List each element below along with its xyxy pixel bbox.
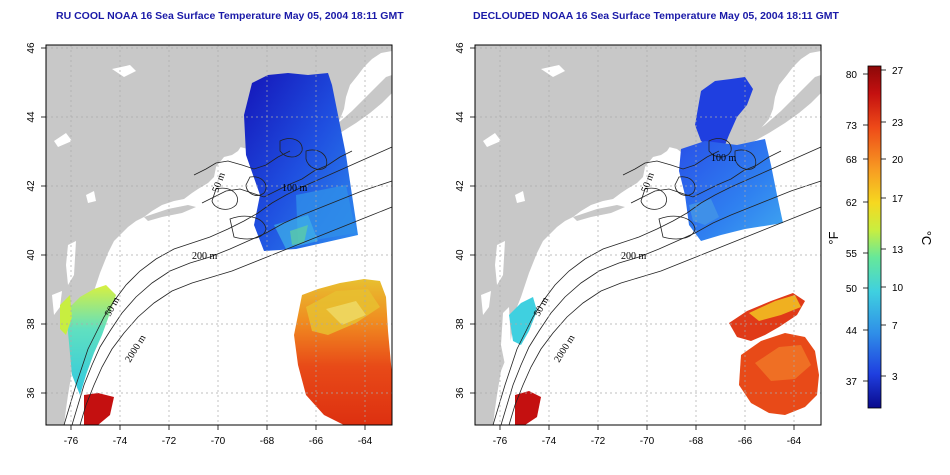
left-y-tick-label: 46 (26, 42, 37, 54)
colorbar-f-tick: 73 (846, 121, 858, 132)
right-y-tick-label: 36 (455, 387, 466, 399)
colorbar-c-tick: 3 (892, 372, 898, 383)
left-x-tick-label: -76 (64, 436, 79, 447)
left-y-tick-label: 44 (26, 111, 37, 123)
right-y-tick-label: 42 (455, 180, 466, 192)
left-x-tick-label: -72 (162, 436, 177, 447)
right-x-tick-label: -70 (640, 436, 655, 447)
right-nearshore (509, 297, 537, 345)
left-y-tick-label: 36 (26, 387, 37, 399)
colorbar-fahrenheit-label: °F (826, 231, 841, 244)
left-x-axis: -76 -74 -72 -70 -68 -66 -64 (64, 425, 373, 447)
colorbar-f-tick: 44 (846, 326, 858, 337)
left-y-tick-label: 40 (26, 249, 37, 261)
left-x-tick-label: -66 (309, 436, 324, 447)
colorbar-f-tick: 62 (846, 198, 858, 209)
right-x-tick-label: -76 (493, 436, 508, 447)
right-x-tick-label: -74 (542, 436, 557, 447)
right-map-title: DECLOUDED NOAA 16 Sea Surface Temperatur… (473, 10, 839, 22)
right-map-frame (474, 44, 822, 426)
right-cold-swath-north (695, 77, 753, 149)
colorbar-c-tick: 27 (892, 66, 904, 77)
right-y-tick-label: 44 (455, 111, 466, 123)
colorbar-c-tick: 10 (892, 283, 904, 294)
left-contour-200m: 200 m (192, 251, 218, 262)
left-x-tick-label: -70 (211, 436, 226, 447)
colorbar: 80 73 68 62 55 50 44 37 27 23 20 17 13 1… (826, 65, 934, 409)
left-y-tick-label: 38 (26, 318, 37, 330)
colorbar-gradient (867, 65, 882, 409)
right-x-tick-label: -64 (787, 436, 802, 447)
left-map-frame (45, 44, 393, 426)
colorbar-f-tick: 55 (846, 249, 858, 260)
colorbar-f-tick: 37 (846, 377, 858, 388)
right-x-axis: -76 -74 -72 -70 -68 -66 -64 (493, 425, 802, 447)
left-x-tick-label: -64 (358, 436, 373, 447)
right-x-tick-label: -66 (738, 436, 753, 447)
colorbar-f-tick: 80 (846, 70, 858, 81)
right-contour-200m: 200 m (621, 251, 647, 262)
right-contour-100m: 100 m (711, 153, 737, 164)
right-x-tick-label: -68 (689, 436, 704, 447)
colorbar-c-tick: 20 (892, 155, 904, 166)
colorbar-c-tick: 7 (892, 321, 898, 332)
left-map: 50 m 100 m 200 m 50 m 2000 m -76 -74 -72… (26, 42, 393, 447)
left-map-title: RU COOL NOAA 16 Sea Surface Temperature … (56, 10, 404, 22)
right-y-axis: 46 44 42 40 38 36 (455, 42, 475, 399)
right-y-tick-label: 40 (455, 249, 466, 261)
right-x-tick-label: -72 (591, 436, 606, 447)
colorbar-c-tick: 17 (892, 194, 904, 205)
left-y-tick-label: 42 (26, 180, 37, 192)
colorbar-f-tick: 50 (846, 284, 858, 295)
left-nearshore (66, 285, 116, 395)
left-x-tick-label: -68 (260, 436, 275, 447)
colorbar-c-tick: 23 (892, 118, 904, 129)
colorbar-celsius-label: °C (919, 231, 934, 246)
colorbar-c-tick: 13 (892, 245, 904, 256)
left-y-axis: 46 44 42 40 38 36 (26, 42, 46, 399)
right-map: 50 m 100 m 200 m 50 m 2000 m -76 -74 -72… (455, 42, 822, 447)
right-y-tick-label: 46 (455, 42, 466, 54)
colorbar-f-tick: 68 (846, 155, 858, 166)
left-x-tick-label: -74 (113, 436, 128, 447)
left-contour-100m: 100 m (282, 183, 308, 194)
right-y-tick-label: 38 (455, 318, 466, 330)
